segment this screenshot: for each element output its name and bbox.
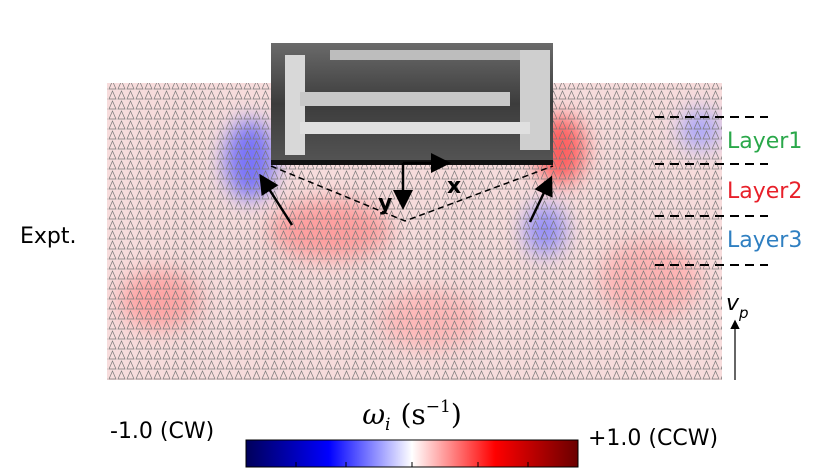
velocity-subscript: p xyxy=(738,304,749,322)
velocity-label: vp xyxy=(726,291,749,322)
indenter-photo xyxy=(271,43,553,165)
layer-label: Layer1 xyxy=(727,129,802,154)
layer-label: Layer2 xyxy=(727,179,802,204)
colorbar-max-label: +1.0 (CCW) xyxy=(588,426,718,451)
row-label: Expt. xyxy=(20,224,77,249)
unit-exponent: −1 xyxy=(426,397,451,417)
x-axis-label: x xyxy=(447,174,461,199)
layer-label: Layer3 xyxy=(727,228,802,253)
unit-close: ) xyxy=(451,398,462,431)
omega-subscript: i xyxy=(385,415,390,435)
omega: ω xyxy=(362,398,385,431)
colorbar-title: ωi (s−1) xyxy=(362,397,462,435)
colorbar-min-label: -1.0 (CW) xyxy=(110,419,214,444)
y-axis-label: y xyxy=(378,191,392,216)
velocity-symbol: v xyxy=(726,291,740,316)
unit-open: (s xyxy=(400,398,425,431)
colorbar xyxy=(245,439,579,468)
annotations xyxy=(259,116,768,380)
